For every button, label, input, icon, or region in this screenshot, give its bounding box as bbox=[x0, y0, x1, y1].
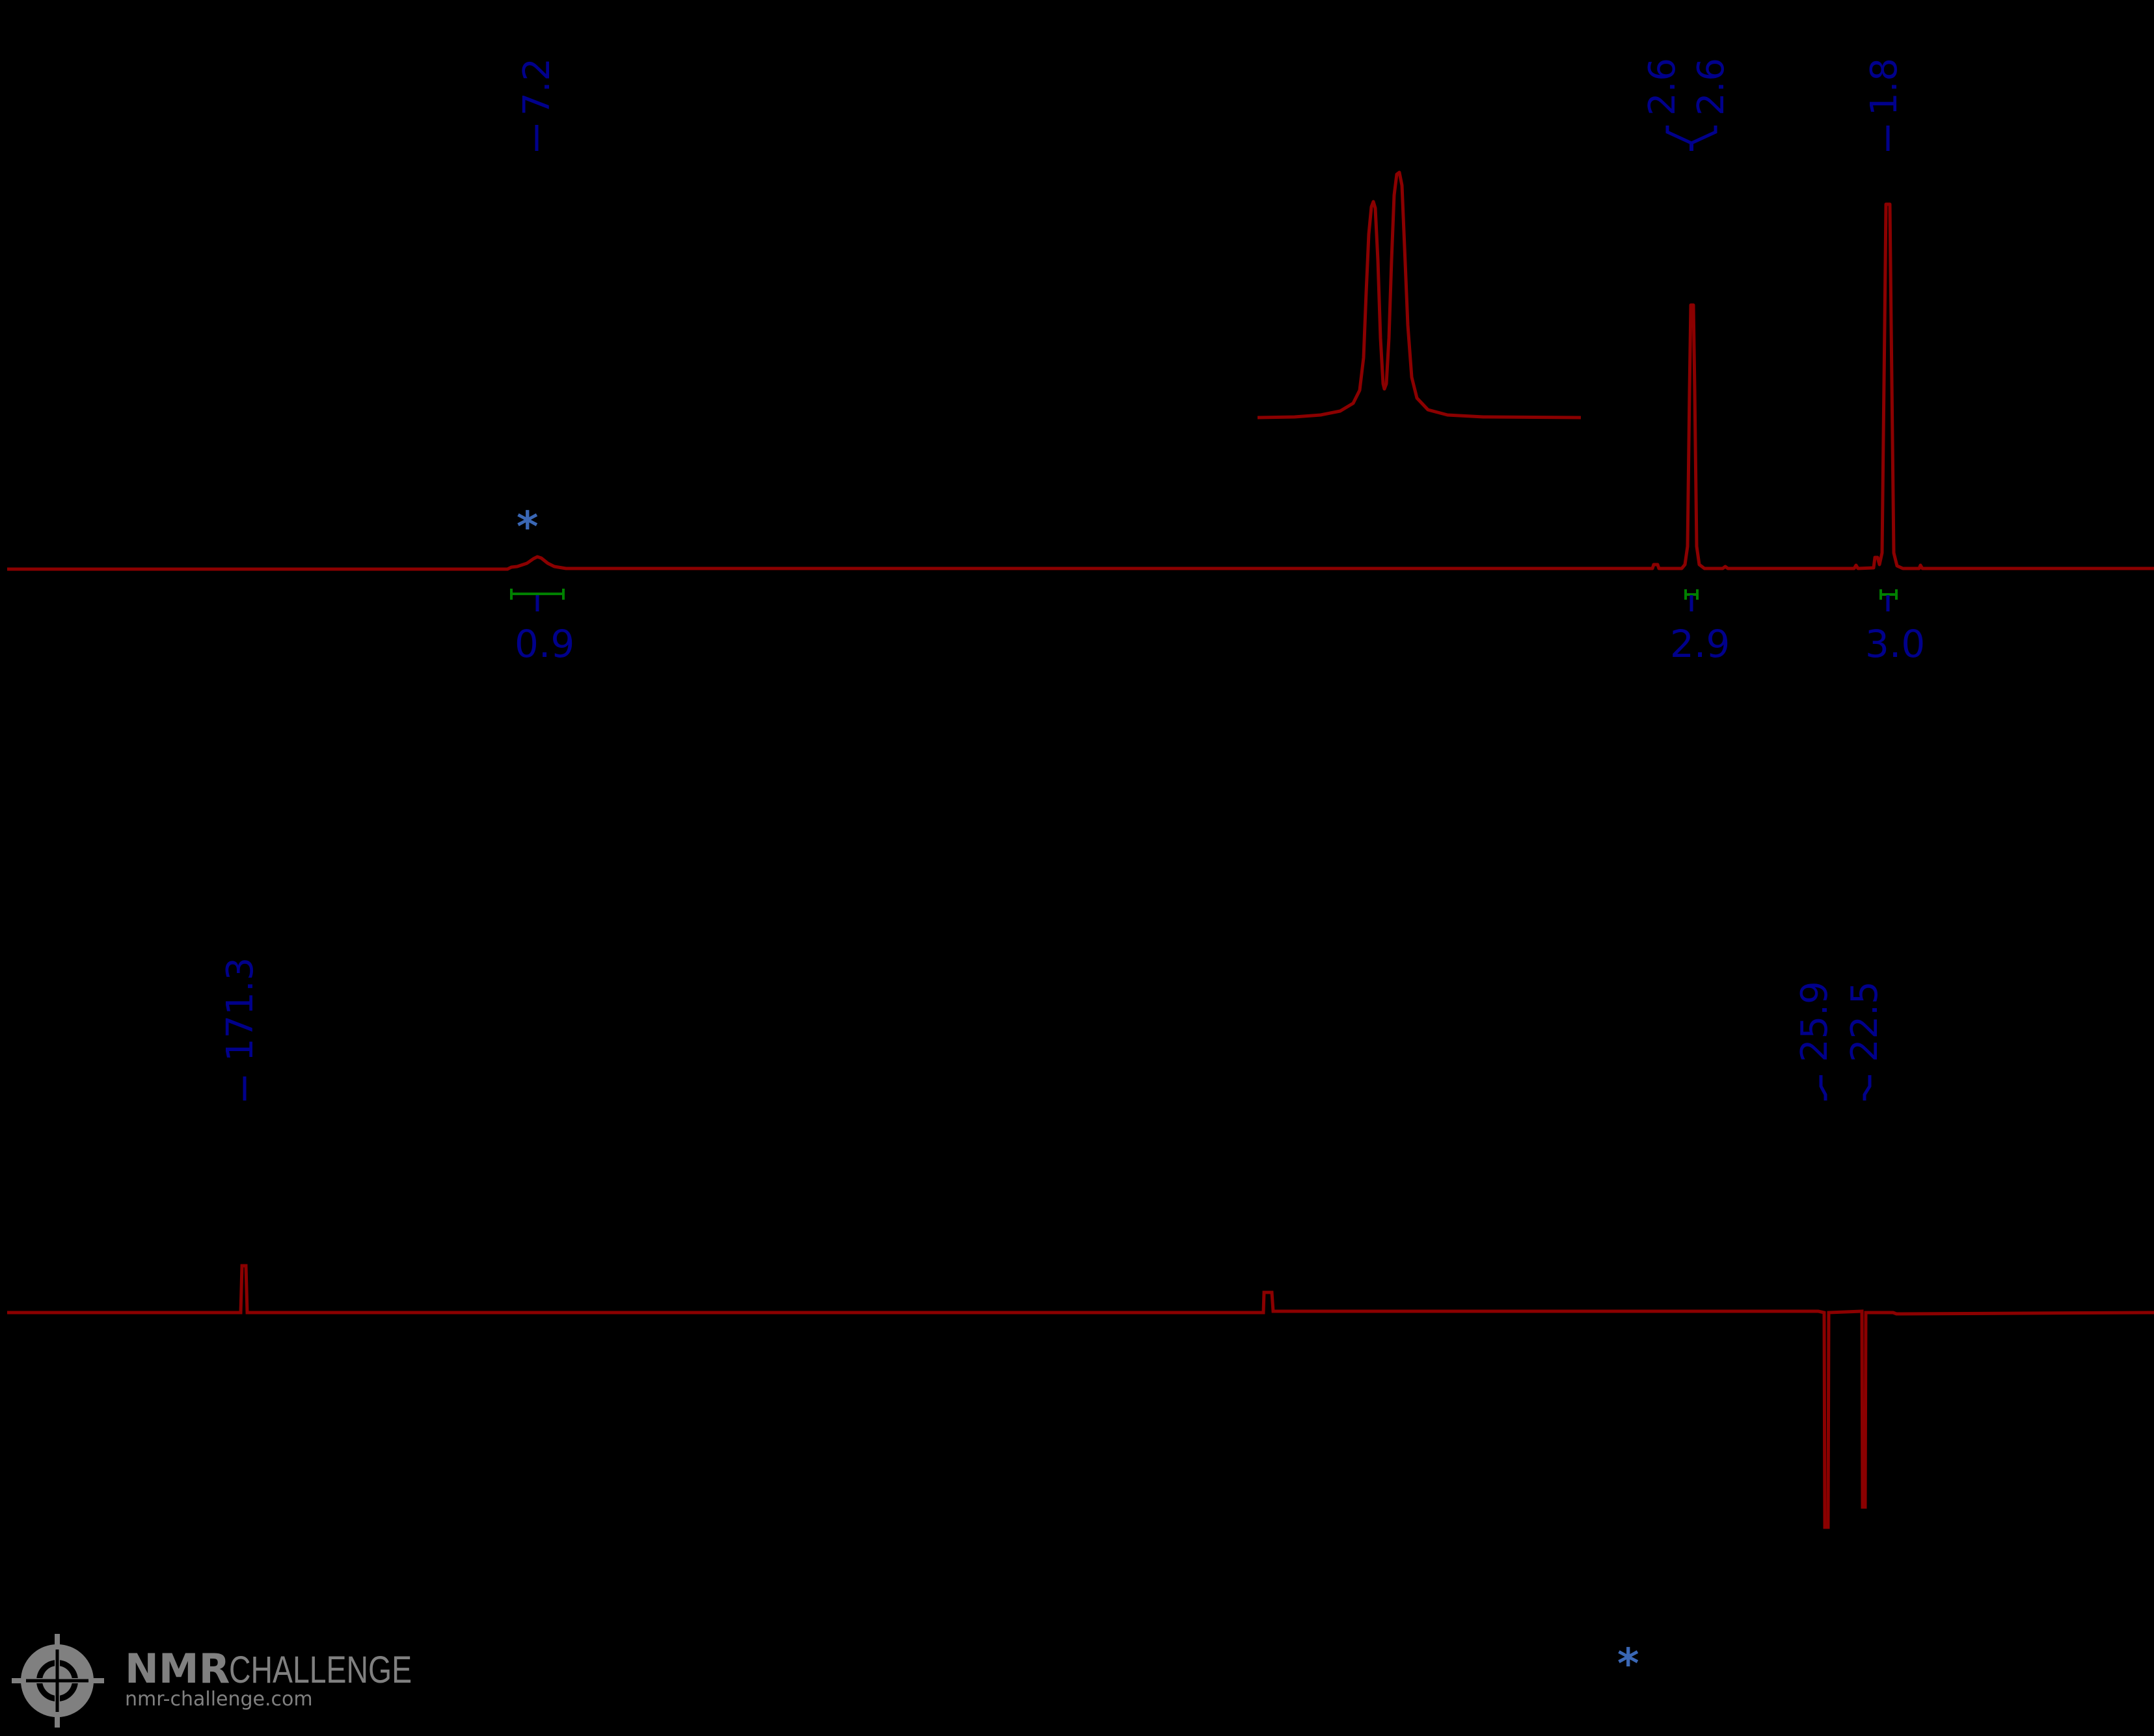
c-peak-label-25.9: 25.9 bbox=[1794, 981, 1836, 1101]
svg-text:2.9: 2.9 bbox=[1670, 622, 1730, 666]
c-nmr-spectrum: 171.3 25.9 22.5 * bbox=[7, 957, 2154, 1689]
svg-text:22.5: 22.5 bbox=[1844, 981, 1886, 1062]
integral-3.0: 3.0 bbox=[1865, 589, 1925, 666]
svg-text:CHALLENGE: CHALLENGE bbox=[229, 1649, 412, 1691]
c-spectrum-trace bbox=[7, 1264, 2154, 1529]
h-nmr-spectrum: 7.2 2.6 2.6 1.8 * 0.9 bbox=[7, 58, 2154, 666]
c-solvent-marker: * bbox=[1617, 1640, 1639, 1689]
nmr-challenge-logo: NMR CHALLENGE nmr-challenge.com bbox=[12, 1634, 412, 1728]
svg-text:0.9: 0.9 bbox=[515, 622, 574, 666]
label-bracket bbox=[1665, 126, 1717, 145]
h-peak-label-7.2: 7.2 bbox=[516, 58, 558, 151]
svg-text:7.2: 7.2 bbox=[516, 58, 558, 116]
h-inset-doublet-trace bbox=[1257, 170, 1582, 420]
solvent-marker: * bbox=[517, 503, 538, 552]
h-spectrum-trace bbox=[7, 202, 2154, 571]
c-peak-label-22.5: 22.5 bbox=[1844, 981, 1886, 1101]
svg-text:2.6: 2.6 bbox=[1641, 58, 1684, 116]
svg-text:3.0: 3.0 bbox=[1865, 622, 1925, 666]
svg-text:nmr-challenge.com: nmr-challenge.com bbox=[125, 1688, 313, 1711]
svg-text:1.8: 1.8 bbox=[1863, 58, 1905, 116]
h-peak-label-2.6: 2.6 2.6 bbox=[1641, 58, 1732, 151]
c-peak-label-171.3: 171.3 bbox=[219, 957, 262, 1101]
crosshair-target-icon bbox=[12, 1634, 104, 1728]
svg-text:2.6: 2.6 bbox=[1690, 58, 1732, 116]
integral-0.9: 0.9 bbox=[510, 589, 574, 666]
svg-text:25.9: 25.9 bbox=[1794, 981, 1836, 1062]
h-peak-label-1.8: 1.8 bbox=[1863, 58, 1905, 151]
svg-text:171.3: 171.3 bbox=[219, 957, 262, 1062]
integral-2.9: 2.9 bbox=[1670, 589, 1730, 666]
svg-text:NMR: NMR bbox=[125, 1645, 230, 1692]
